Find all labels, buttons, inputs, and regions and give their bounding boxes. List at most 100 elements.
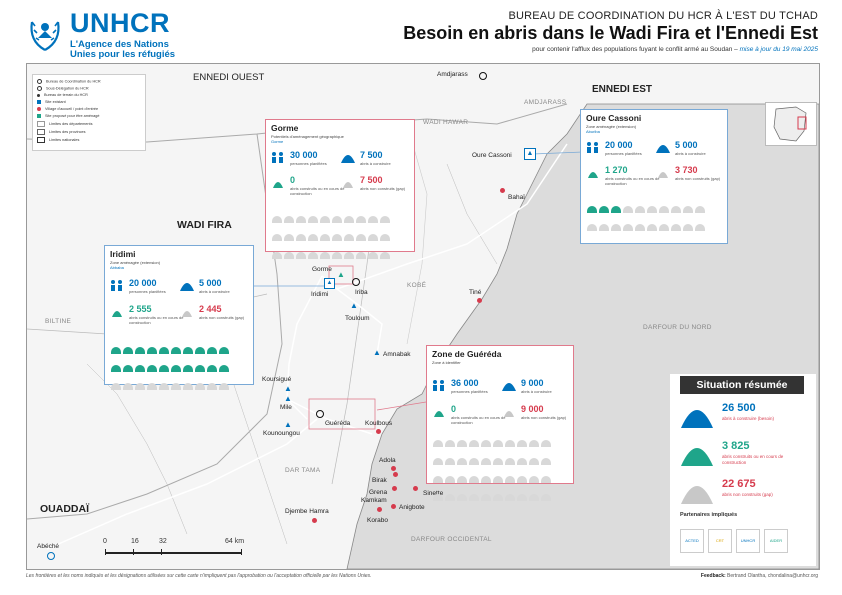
region-wadi-fira: WADI FIRA [177, 219, 232, 231]
unhcr-emblem-icon [30, 21, 60, 51]
office-icon [352, 278, 360, 286]
partner-logo-unhcr: UNHCR [736, 529, 760, 553]
box-title: Iridimi [110, 249, 136, 259]
region-darfour-nord: DARFOUR DU NORD [643, 324, 712, 331]
shelter-icon [501, 379, 517, 391]
scale-tick: 16 [131, 538, 139, 545]
place-korabo[interactable]: Korabo [367, 517, 388, 524]
map[interactable]: Bureau de Coordination du HCR Sous-Délég… [26, 63, 820, 570]
partner-logo-aider: AIDER [764, 529, 788, 553]
tent-site-icon: ▲ [524, 148, 536, 160]
village-pin-icon [391, 504, 396, 509]
place-grena[interactable]: Grena [369, 489, 388, 496]
office-icon [316, 410, 324, 418]
village-pin-icon [391, 466, 396, 471]
partner-logo-acted: ACTED [680, 529, 704, 553]
place-kamkam[interactable]: Kamkam [361, 497, 387, 504]
summary-row-gap: 22 675 abris non construits (gap) [680, 474, 810, 510]
stat-notbuilt: 2 445 abris non construits (gap) [179, 304, 251, 330]
tent-site-icon: ▲ [324, 278, 335, 289]
place-iriba[interactable]: Iriba [355, 289, 368, 296]
place-amdjarass[interactable]: Amdjarass [437, 71, 468, 78]
region-amdjarass: AMDJARASS [524, 99, 567, 106]
legend-item: Limites nationales [37, 137, 79, 143]
place-sinette[interactable]: Sinette [423, 490, 444, 497]
place-anigbote[interactable]: Anigbote [399, 504, 425, 511]
place-tine[interactable]: Tiné [469, 289, 482, 296]
box-title: Oure Cassoni [586, 113, 642, 123]
shelter-grid [587, 202, 707, 238]
box-gorme[interactable]: Gorme Potentiels d'aménagement géographi… [265, 119, 415, 259]
shelter-gap-icon [340, 176, 356, 188]
place-koulbous[interactable]: Koulbous [365, 420, 393, 427]
region-ouaddai: OUADDAÏ [40, 503, 89, 515]
org-sub2: Unies pour les réfugiés [70, 49, 176, 60]
place-oure-cassoni[interactable]: Oure Cassoni [472, 152, 512, 159]
place-abeche[interactable]: Abéché [37, 543, 60, 550]
village-pin-icon [393, 472, 398, 477]
map-legend: Bureau de Coordination du HCR Sous-Délég… [32, 74, 146, 151]
box-gueredа[interactable]: Zone de Guéréda Zone à identifier 36 000… [426, 345, 574, 501]
tent-icon: ▲ [373, 348, 381, 357]
org-sub1: L'Agence des Nations [70, 39, 169, 50]
box-iridimi[interactable]: Iridimi Zone aménagée (extension) Abbaba… [104, 245, 254, 390]
stat-done: 2 555 abris construits ou en cours de co… [109, 304, 183, 330]
shelter-icon [655, 141, 671, 153]
region-darfour-occ: DARFOUR OCCIDENTAL [411, 536, 492, 543]
place-birak[interactable]: Birak [372, 477, 387, 484]
page-title: Besoin en abris dans le Wadi Fira et l'E… [403, 23, 818, 43]
shelter-built-icon [585, 166, 601, 178]
place-adola[interactable]: Adola [379, 457, 396, 464]
connector-gueredа [376, 401, 427, 411]
place-gueredа[interactable]: Guéréda [325, 420, 351, 427]
shelter-built-icon [431, 405, 447, 417]
summary-row-total: 26 500 abris à construire (besoin) [680, 398, 810, 434]
region-kobe: KOBÉ [407, 282, 427, 289]
box-sub: Zone à identifier [432, 360, 461, 365]
place-mile[interactable]: Mile [280, 404, 292, 411]
village-pin-icon [413, 486, 418, 491]
scale-tick: 0 [103, 538, 107, 545]
place-gorme[interactable]: Gorme [312, 266, 332, 273]
stat-tobuild: 9 000 abris à construire [501, 378, 573, 404]
legend-item: Village d'accueil / point d'entrée [37, 107, 98, 111]
box-sub2: Gorme [271, 139, 284, 144]
village-pin-icon [477, 298, 482, 303]
stat-done: 0 abris construits ou en cours de constr… [270, 175, 344, 201]
place-iridimi[interactable]: Iridimi [311, 291, 329, 298]
village-pin-icon [377, 507, 382, 512]
box-oure-cassoni[interactable]: Oure Cassoni Zone aménagée (extension) A… [580, 109, 728, 244]
gueredа-area-box [308, 398, 376, 430]
village-pin-icon [312, 518, 317, 523]
shelter-built-icon [109, 305, 125, 317]
scale-tick: 32 [159, 538, 167, 545]
unhcr-logo: UNHCR L'Agence des Nations Unies pour le… [26, 8, 246, 60]
office-icon [479, 72, 487, 80]
shelter-grid [111, 343, 231, 397]
disclaimer: Les frontières et les noms indiqués et l… [26, 573, 372, 579]
region-wadi-hawar: WADI HAWAR [423, 119, 469, 126]
summary-row-built: 3 825 abris construits ou en cours de co… [680, 436, 810, 472]
legend-item: Limites des provinces [37, 129, 86, 135]
stat-done: 1 270 abris construits ou en cours de co… [585, 165, 659, 191]
region-dar-tama: DAR TAMA [285, 467, 321, 474]
stat-notbuilt: 9 000 abris non construits (gap) [501, 404, 573, 430]
people-icon [270, 151, 286, 163]
place-bahai[interactable]: Bahaï [508, 194, 525, 201]
proposed-site-icon: ▲ [337, 270, 345, 279]
stat-planned: 36 000 personnes planifiées [431, 378, 503, 404]
box-sub: Zone aménagée (extension) [586, 124, 637, 129]
shelter-gap-icon [655, 166, 671, 178]
place-kounoungou[interactable]: Kounoungou [263, 430, 300, 437]
stat-notbuilt: 3 730 abris non construits (gap) [655, 165, 727, 191]
place-djembe-hamra[interactable]: Djembe Hamra [285, 508, 329, 515]
partners-label: Partenaires impliqués [680, 512, 738, 518]
stat-done: 0 abris construits ou en cours de constr… [431, 404, 505, 430]
summary-title: Situation résumée [680, 376, 804, 394]
gorme-area-box [328, 265, 354, 285]
place-touloum[interactable]: Touloum [345, 315, 370, 322]
place-amnabak[interactable]: Amnabak [383, 351, 411, 358]
place-koursigue[interactable]: Koursigué [262, 376, 292, 383]
org-name: UNHCR [70, 8, 170, 38]
shelter-built-icon [270, 176, 286, 188]
